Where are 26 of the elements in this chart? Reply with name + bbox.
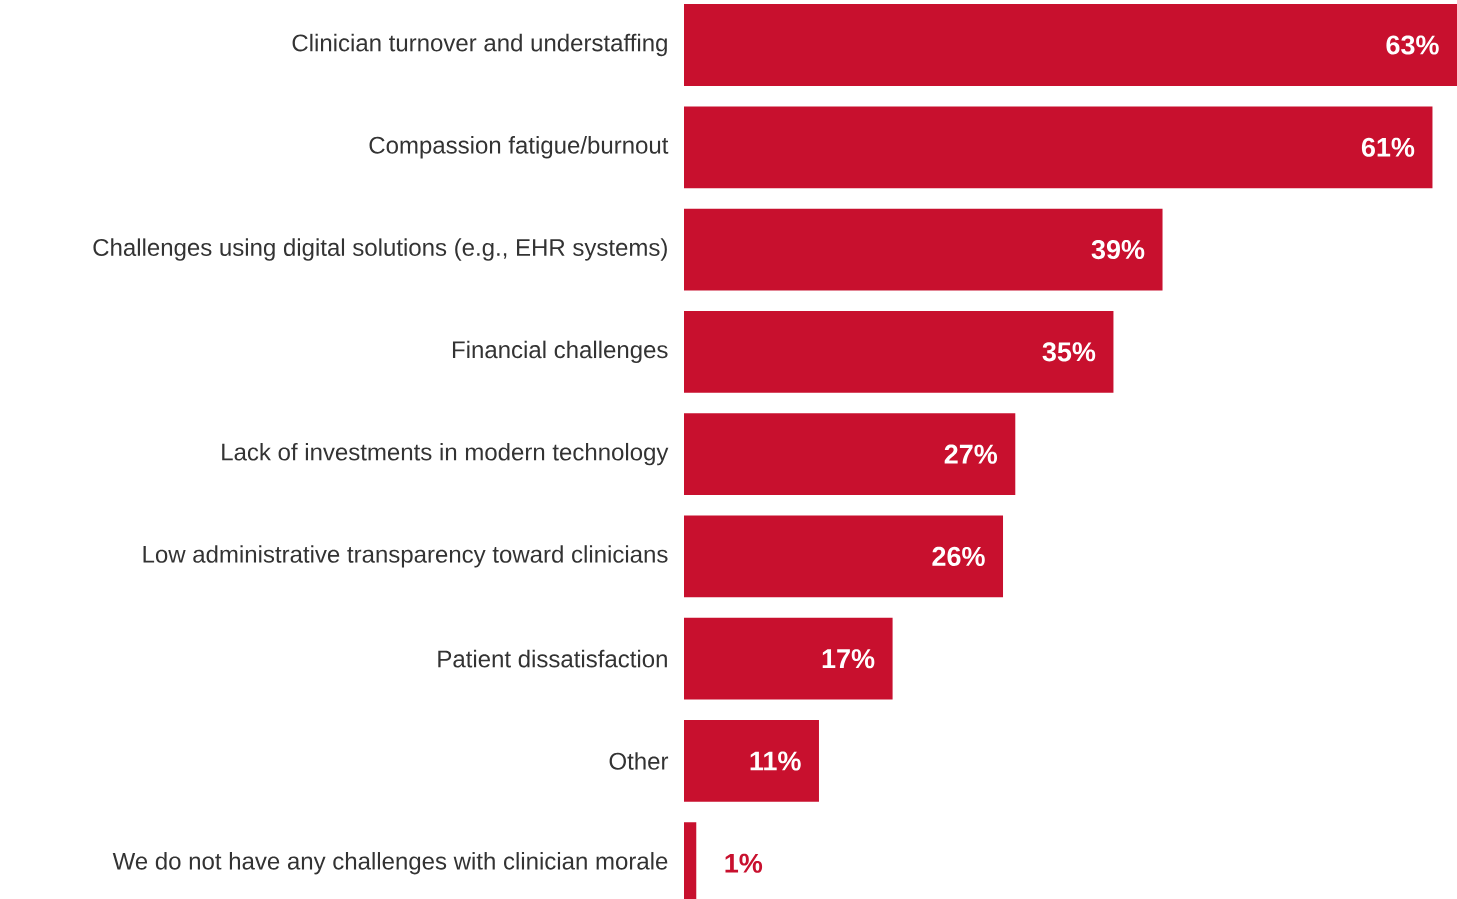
data-label: 1% [725,853,763,873]
data-label: 26% [932,546,985,566]
y-tick-label: Clinician turnover and understaffing [292,33,667,57]
bar [684,310,1114,393]
data-label: 11% [750,751,801,771]
y-tick-label: Lack of investments in modern technology [222,442,669,466]
bar [684,4,1457,86]
y-tick-label: Patient dissatisfaction [438,649,667,668]
y-tick-label: Low administrative transparency toward clinicians [143,545,668,568]
bar [684,413,1016,496]
data-label: 63% [1386,35,1439,55]
y-tick-label: Challenges using digital solutions (e.g., EHR systems) [93,238,667,261]
y-tick-label: We do not have any challenges with clinician morale [112,852,668,875]
bar [684,720,819,802]
data-label: 17% [822,649,875,669]
data-label: 27% [944,444,998,464]
bar [684,617,893,700]
y-tick-label: Other [609,752,669,770]
data-label: 35% [1042,342,1096,362]
bar [684,106,1433,189]
bar [684,208,1163,291]
data-label: 61% [1361,137,1415,157]
y-tick-label: Compassion fatigue/burnout [369,136,669,159]
y-tick-label: Financial challenges [452,340,668,364]
data-label: 39% [1091,239,1145,260]
bar [684,515,1004,598]
